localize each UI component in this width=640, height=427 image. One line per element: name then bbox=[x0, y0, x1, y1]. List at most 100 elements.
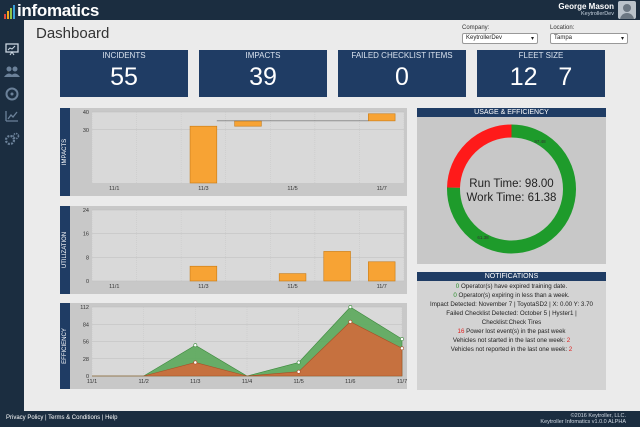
impacts-y-label: IMPACTS bbox=[62, 138, 68, 166]
dial-icon bbox=[5, 87, 19, 101]
bar bbox=[278, 273, 307, 282]
notification-text: Vehicles not reported in the last one we… bbox=[450, 346, 569, 353]
terms-link[interactable]: Terms & Conditions bbox=[48, 415, 101, 421]
x-tick-label: 11/7 bbox=[397, 379, 407, 385]
x-tick-label: 11/1 bbox=[109, 284, 119, 290]
bar bbox=[368, 113, 396, 122]
x-tick-label: 11/7 bbox=[377, 186, 387, 192]
x-tick-label: 11/2 bbox=[139, 379, 149, 385]
dashboard-icon bbox=[5, 42, 19, 55]
kpi-value: 55 bbox=[110, 63, 138, 91]
data-point bbox=[400, 346, 404, 351]
kpi-value: 0 bbox=[395, 63, 409, 91]
kpi-value: 39 bbox=[249, 63, 277, 91]
logo-bars-icon bbox=[4, 5, 15, 19]
kpi-failed-checklist[interactable]: FAILED CHECKLIST ITEMS 0 bbox=[338, 50, 466, 97]
privacy-policy-link[interactable]: Privacy Policy bbox=[6, 415, 44, 421]
bar bbox=[189, 265, 218, 282]
notification-text: Checklist:Check Tires bbox=[481, 319, 542, 326]
notification-count: 0 bbox=[453, 292, 457, 299]
settings-icon bbox=[4, 132, 20, 146]
notification-item[interactable]: Checklist:Check Tires bbox=[417, 318, 606, 327]
company-label: Company: bbox=[462, 25, 490, 31]
chevron-down-icon: ▾ bbox=[530, 36, 534, 42]
work-time-label: Work Time: bbox=[466, 192, 525, 204]
efficiency-chart: EFFICIENCY 112 84 56 28 0 11/1 11/2 11/3 11/4 11/… bbox=[60, 303, 407, 389]
top-bar: infomatics George Mason KeytrollerDev bbox=[0, 0, 640, 20]
copyright-text: ©2016 Keytroller, LLC. bbox=[570, 413, 626, 419]
notification-count: 16 bbox=[457, 328, 465, 335]
bar bbox=[234, 120, 262, 127]
kpi-impacts[interactable]: IMPACTS 39 bbox=[199, 50, 327, 97]
x-tick-label: 11/1 bbox=[109, 186, 119, 192]
help-link[interactable]: Help bbox=[105, 415, 118, 421]
run-time-text: Run Time: 98.00 bbox=[417, 177, 606, 191]
notification-text: Failed Checklist Detected: October 5 | H… bbox=[446, 310, 577, 317]
utilization-chart: UTILIZATION 24 16 8 0 11/1 11/3 11/5 11/7 bbox=[60, 206, 407, 294]
x-tick-label: 11/3 bbox=[198, 284, 208, 290]
bar bbox=[323, 251, 351, 282]
x-tick-label: 11/3 bbox=[198, 186, 208, 192]
usage-donut: 97.48 61.38 bbox=[447, 124, 576, 254]
usage-efficiency-title: USAGE & EFFICIENCY bbox=[417, 108, 606, 117]
ring-segment-idle bbox=[447, 124, 512, 189]
user-name: George Mason bbox=[558, 2, 614, 11]
page-title: Dashboard bbox=[36, 25, 110, 42]
sidebar-item-users[interactable] bbox=[3, 62, 21, 80]
notification-text: Power lost event(s) in the past week bbox=[464, 328, 566, 335]
logo-text: infomatics bbox=[17, 1, 100, 20]
y-tick-label: 112 bbox=[80, 305, 89, 311]
notification-item[interactable]: 0 Operator(s) have expired training date… bbox=[417, 282, 606, 291]
y-tick-label: 40 bbox=[83, 110, 89, 116]
notification-item[interactable]: Vehicles not reported in the last one we… bbox=[417, 345, 606, 354]
sidebar-item-settings[interactable] bbox=[3, 130, 21, 148]
x-tick-label: 11/1 bbox=[87, 379, 97, 385]
efficiency-plot: 112 84 56 28 011/1 11/2 11/3 11/4 11/5 11/6 11/7 bbox=[80, 305, 407, 385]
efficiency-y-label: EFFICIENCY bbox=[62, 328, 68, 364]
notification-item[interactable]: Vehicles not started in the last one wee… bbox=[417, 336, 606, 345]
notification-text: Vehicles not started in the last one wee… bbox=[452, 337, 567, 344]
user-info[interactable]: George Mason KeytrollerDev bbox=[558, 2, 614, 18]
work-time-value: 61.38 bbox=[527, 192, 557, 204]
company-select[interactable]: KeytrollerDev ▾ bbox=[462, 33, 538, 44]
bar bbox=[189, 125, 218, 184]
impacts-chart: IMPACTS 40 30 11/1 11/3 11/5 11/7 bbox=[60, 108, 407, 196]
y-tick-label: 28 bbox=[83, 357, 89, 363]
footer-separator: | bbox=[100, 415, 106, 421]
work-time-text: Work Time: 61.38 bbox=[417, 191, 606, 205]
user-org: KeytrollerDev bbox=[580, 11, 614, 17]
notification-item[interactable]: Impact Detected: November 7 | ToyotaSD2 … bbox=[417, 300, 606, 309]
x-tick-label: 11/5 bbox=[287, 284, 297, 290]
kpi-label: FLEET SIZE bbox=[518, 51, 564, 60]
data-point bbox=[193, 343, 198, 348]
data-point bbox=[400, 337, 404, 341]
sidebar bbox=[0, 20, 24, 411]
sidebar-item-dashboard[interactable] bbox=[3, 40, 21, 58]
main-content: Dashboard Company: KeytrollerDev ▾ Locat… bbox=[24, 20, 640, 411]
notification-item[interactable]: 16 Power lost event(s) in the past week bbox=[417, 327, 606, 336]
notification-item[interactable]: 0 Operator(s) expiring in less than a we… bbox=[417, 291, 606, 300]
version-text: Keytroller Infomatics v1.0.0 ALPHA bbox=[540, 419, 626, 425]
avatar[interactable] bbox=[618, 1, 636, 19]
sidebar-item-reports[interactable] bbox=[3, 107, 21, 125]
x-tick-label: 11/3 bbox=[190, 379, 200, 385]
reports-icon bbox=[5, 111, 18, 122]
outer-value-label: 97.48 bbox=[534, 139, 546, 144]
logo[interactable]: infomatics bbox=[4, 1, 99, 19]
kpi-incidents[interactable]: INCIDENTS 55 bbox=[60, 50, 188, 97]
notification-text: Operator(s) expiring in less than a week… bbox=[456, 292, 570, 299]
y-tick-label: 56 bbox=[83, 340, 89, 346]
ring-segment-used bbox=[447, 124, 576, 254]
x-tick-label: 11/4 bbox=[242, 379, 252, 385]
y-tick-label: 0 bbox=[86, 374, 89, 380]
x-tick-label: 11/7 bbox=[377, 284, 387, 290]
kpi-fleet-size[interactable]: FLEET SIZE 12 7 bbox=[477, 50, 605, 97]
x-tick-label: 11/5 bbox=[287, 186, 297, 192]
y-tick-label: 16 bbox=[83, 232, 89, 238]
data-point bbox=[296, 369, 301, 374]
location-label: Location: bbox=[550, 25, 575, 31]
inner-value-label: 61.38 bbox=[477, 235, 489, 240]
sidebar-item-dial[interactable] bbox=[3, 85, 21, 103]
notification-item[interactable]: Failed Checklist Detected: October 5 | H… bbox=[417, 309, 606, 318]
location-select[interactable]: Tampa ▾ bbox=[550, 33, 628, 44]
